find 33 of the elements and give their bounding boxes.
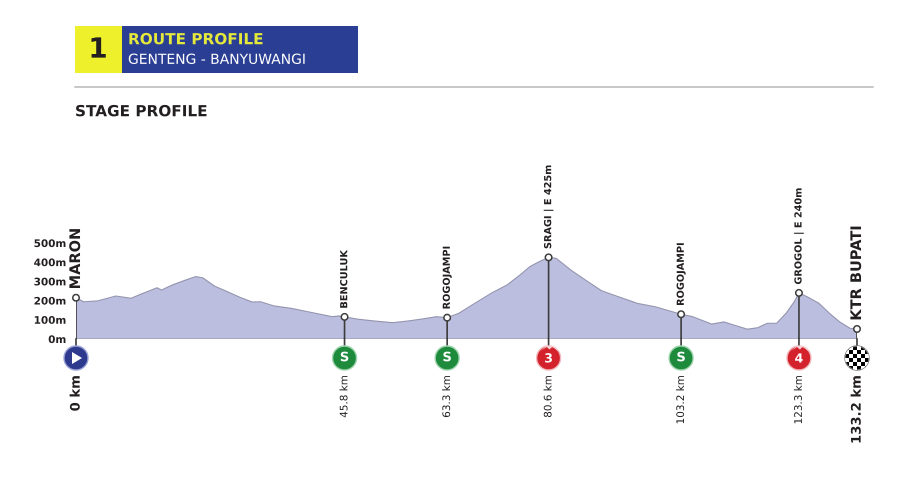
x-tick-label: 80.6 km	[544, 376, 552, 418]
text: 4	[795, 353, 803, 362]
annotation: BENCULUK	[340, 250, 348, 308]
point	[443, 314, 452, 322]
chart-title: ROUTE PROFILE	[129, 32, 262, 44]
text: 1	[91, 37, 106, 58]
text: 3	[545, 353, 552, 363]
y-tick-label: 300m	[34, 278, 66, 286]
y-tick-label: 500m	[34, 239, 66, 248]
annotation: ROGOJAMPI	[676, 243, 686, 306]
annotation: MARON	[69, 229, 80, 288]
annotation: KTR BUPATI	[850, 226, 862, 320]
text: STAGE PROFILE	[76, 104, 206, 116]
x-tick-label: 133.2 km	[850, 376, 861, 442]
annotation: ROGOJAMPI	[442, 246, 452, 308]
x-tick-label: 103.2 km	[676, 376, 684, 424]
y-tick-label: 400m	[34, 258, 66, 266]
point	[544, 253, 553, 262]
point	[340, 312, 349, 321]
annotation: GROGOL | E 240m	[794, 188, 804, 284]
y-tick-label: 100m	[34, 316, 66, 324]
y-tick-label: 0m	[48, 335, 66, 344]
x-tick-label: 45.8 km	[340, 376, 348, 418]
x-tick-label: 63.3 km	[442, 376, 450, 418]
point	[852, 324, 862, 334]
chart-subtitle: GENTENG - BANYUWANGI	[128, 54, 305, 64]
point	[72, 294, 80, 302]
point	[677, 310, 686, 318]
point	[794, 288, 803, 297]
x-tick-label: 0 km	[70, 376, 80, 411]
y-tick-label: 200m	[34, 296, 66, 305]
x-tick-label: 123.3 km	[794, 376, 802, 424]
annotation: SRAGI | E 425m	[544, 165, 554, 248]
